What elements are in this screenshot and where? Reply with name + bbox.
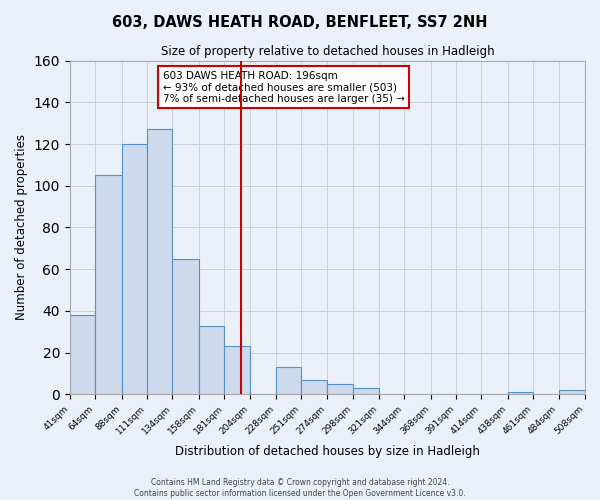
Title: Size of property relative to detached houses in Hadleigh: Size of property relative to detached ho… [161, 45, 494, 58]
Bar [95, 176, 122, 394]
Bar [353, 388, 379, 394]
Bar [508, 392, 533, 394]
Text: 603 DAWS HEATH ROAD: 196sqm
← 93% of detached houses are smaller (503)
7% of sem: 603 DAWS HEATH ROAD: 196sqm ← 93% of det… [163, 70, 404, 104]
Y-axis label: Number of detached properties: Number of detached properties [15, 134, 28, 320]
Text: 603, DAWS HEATH ROAD, BENFLEET, SS7 2NH: 603, DAWS HEATH ROAD, BENFLEET, SS7 2NH [112, 15, 488, 30]
X-axis label: Distribution of detached houses by size in Hadleigh: Distribution of detached houses by size … [175, 444, 480, 458]
Bar [172, 259, 199, 394]
Bar [224, 346, 250, 395]
Bar [327, 384, 353, 394]
Bar [276, 367, 301, 394]
Bar [301, 380, 327, 394]
Text: Contains HM Land Registry data © Crown copyright and database right 2024.
Contai: Contains HM Land Registry data © Crown c… [134, 478, 466, 498]
Bar [147, 130, 172, 394]
Bar [559, 390, 585, 394]
Bar [122, 144, 147, 395]
Bar [199, 326, 224, 394]
Bar [70, 315, 95, 394]
